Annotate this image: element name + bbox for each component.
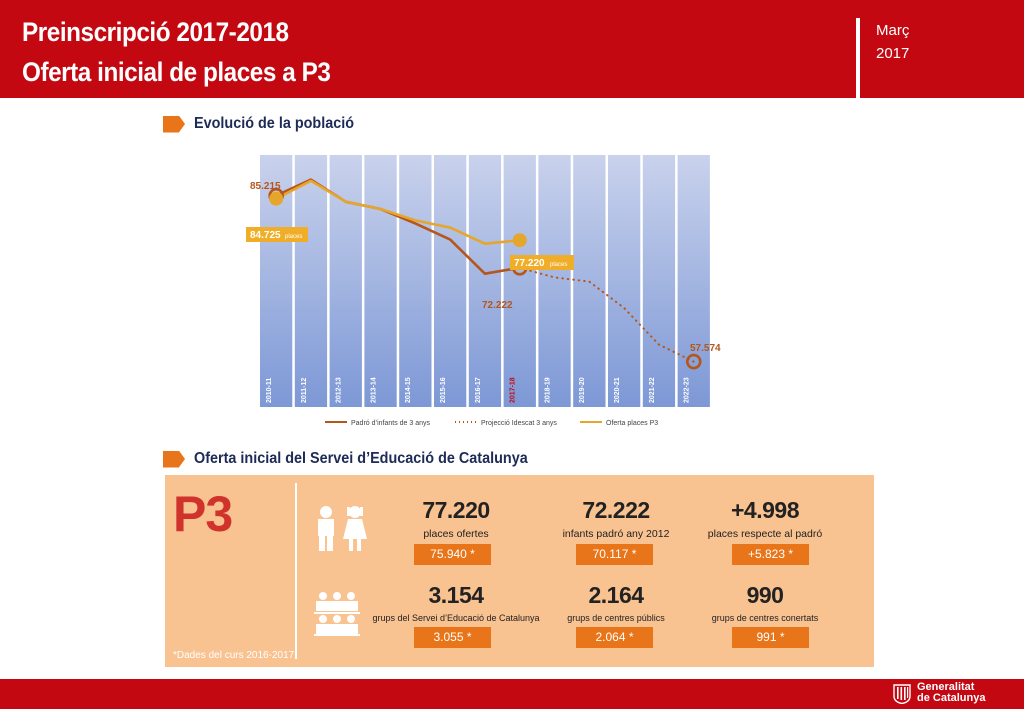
chart-column	[364, 155, 397, 407]
panel-divider	[295, 483, 297, 659]
stat-prev-badge: 75.940 *	[414, 544, 491, 565]
page-footer	[0, 679, 1024, 709]
data-label-box	[246, 227, 308, 242]
data-point-marker	[269, 191, 284, 206]
x-tick-label: 2011-12	[301, 378, 308, 403]
x-tick-label: 2017-18	[510, 377, 517, 403]
stat-public-groups: 2.164 grups de centres públics	[567, 582, 665, 623]
x-tick-label: 2014-15	[405, 377, 412, 403]
chart-column	[329, 155, 362, 407]
stat-prev-badge: 991 *	[732, 627, 809, 648]
data-label: 85.215	[250, 181, 281, 192]
groups-icon	[314, 592, 360, 636]
data-label-unit: places	[550, 262, 567, 268]
page-subtitle: Oferta inicial de places a P3	[22, 57, 331, 87]
arrow-icon	[163, 450, 185, 468]
chart-column	[468, 155, 502, 407]
data-label: 77.220	[514, 258, 545, 269]
stat-children-register: 72.222 infants padró any 2012	[562, 497, 670, 540]
chart-column	[503, 155, 536, 407]
arrow-icon	[163, 115, 185, 133]
stat-prev-badge: 2.064 *	[576, 627, 653, 648]
section-title-offer: Oferta inicial del Servei d’Educació de …	[163, 450, 565, 468]
offer-panel: P3 *Dades del curs 2016-2017	[165, 475, 874, 667]
children-icon	[318, 506, 367, 551]
data-label: 72.222	[482, 300, 513, 311]
x-tick-label: 2018-19	[544, 377, 551, 403]
header-year: 2017	[876, 45, 910, 62]
chart-column	[677, 155, 710, 407]
x-tick-label: 2021-22	[649, 377, 656, 403]
section-title-population: Evolució de la població	[163, 115, 372, 133]
chart-column	[642, 155, 676, 407]
data-point-marker	[685, 353, 702, 370]
header-divider	[856, 18, 860, 98]
chart-column	[434, 155, 467, 407]
page-header: Preinscripció 2017-2018 Oferta inicial d…	[0, 0, 1024, 98]
legend-label: Projecció Idescat 3 anys	[481, 420, 557, 427]
stat-prev-badge: 70.117 *	[576, 544, 653, 565]
header-month: Març	[876, 22, 910, 39]
chart-column	[608, 155, 641, 407]
chart-column	[538, 155, 571, 407]
generalitat-logo-icon	[893, 684, 911, 704]
data-label-box	[510, 255, 574, 270]
legend-label: Oferta places P3	[606, 420, 658, 427]
p3-label: P3	[173, 486, 233, 542]
x-tick-label: 2022-23	[684, 377, 691, 403]
x-tick-label: 2020-21	[614, 377, 621, 403]
x-tick-label: 2012-13	[336, 377, 343, 403]
page-title: Preinscripció 2017-2018	[22, 17, 289, 47]
generalitat-logo-text: Generalitat de Catalunya	[917, 681, 986, 704]
population-chart: 2010-11 2011-12 2012-13 2013-14 2014-15 2015-…	[246, 155, 721, 427]
series-line	[274, 179, 521, 245]
x-tick-label: 2015-16	[440, 377, 447, 403]
chart-column	[294, 155, 328, 407]
series-line	[518, 266, 695, 363]
stat-concerted-groups: 990 grups de centres conertats	[711, 582, 819, 623]
stat-prev-badge: 3.055 *	[414, 627, 491, 648]
data-label: 57.574	[690, 343, 721, 354]
stat-places-difference: +4.998 places respecte al padró	[707, 497, 823, 540]
stat-education-groups: 3.154 grups del Servei d’Educació de Cat…	[372, 582, 540, 623]
chart-column	[399, 155, 432, 407]
stat-places-offered: 77.220 places ofertes	[422, 497, 490, 540]
stat-prev-badge: +5.823 *	[732, 544, 809, 565]
x-tick-label: 2016-17	[475, 377, 482, 403]
x-tick-label: 2013-14	[370, 377, 377, 403]
data-point-marker	[512, 233, 527, 248]
x-tick-label: 2019-20	[579, 377, 586, 403]
x-tick-label: 2010-11	[266, 378, 273, 403]
data-label: 84.725	[250, 230, 281, 241]
data-label-unit: places	[285, 234, 302, 240]
footnote: *Dades del curs 2016-2017	[173, 650, 295, 661]
legend-label: Padró d’infants de 3 anys	[351, 420, 430, 427]
